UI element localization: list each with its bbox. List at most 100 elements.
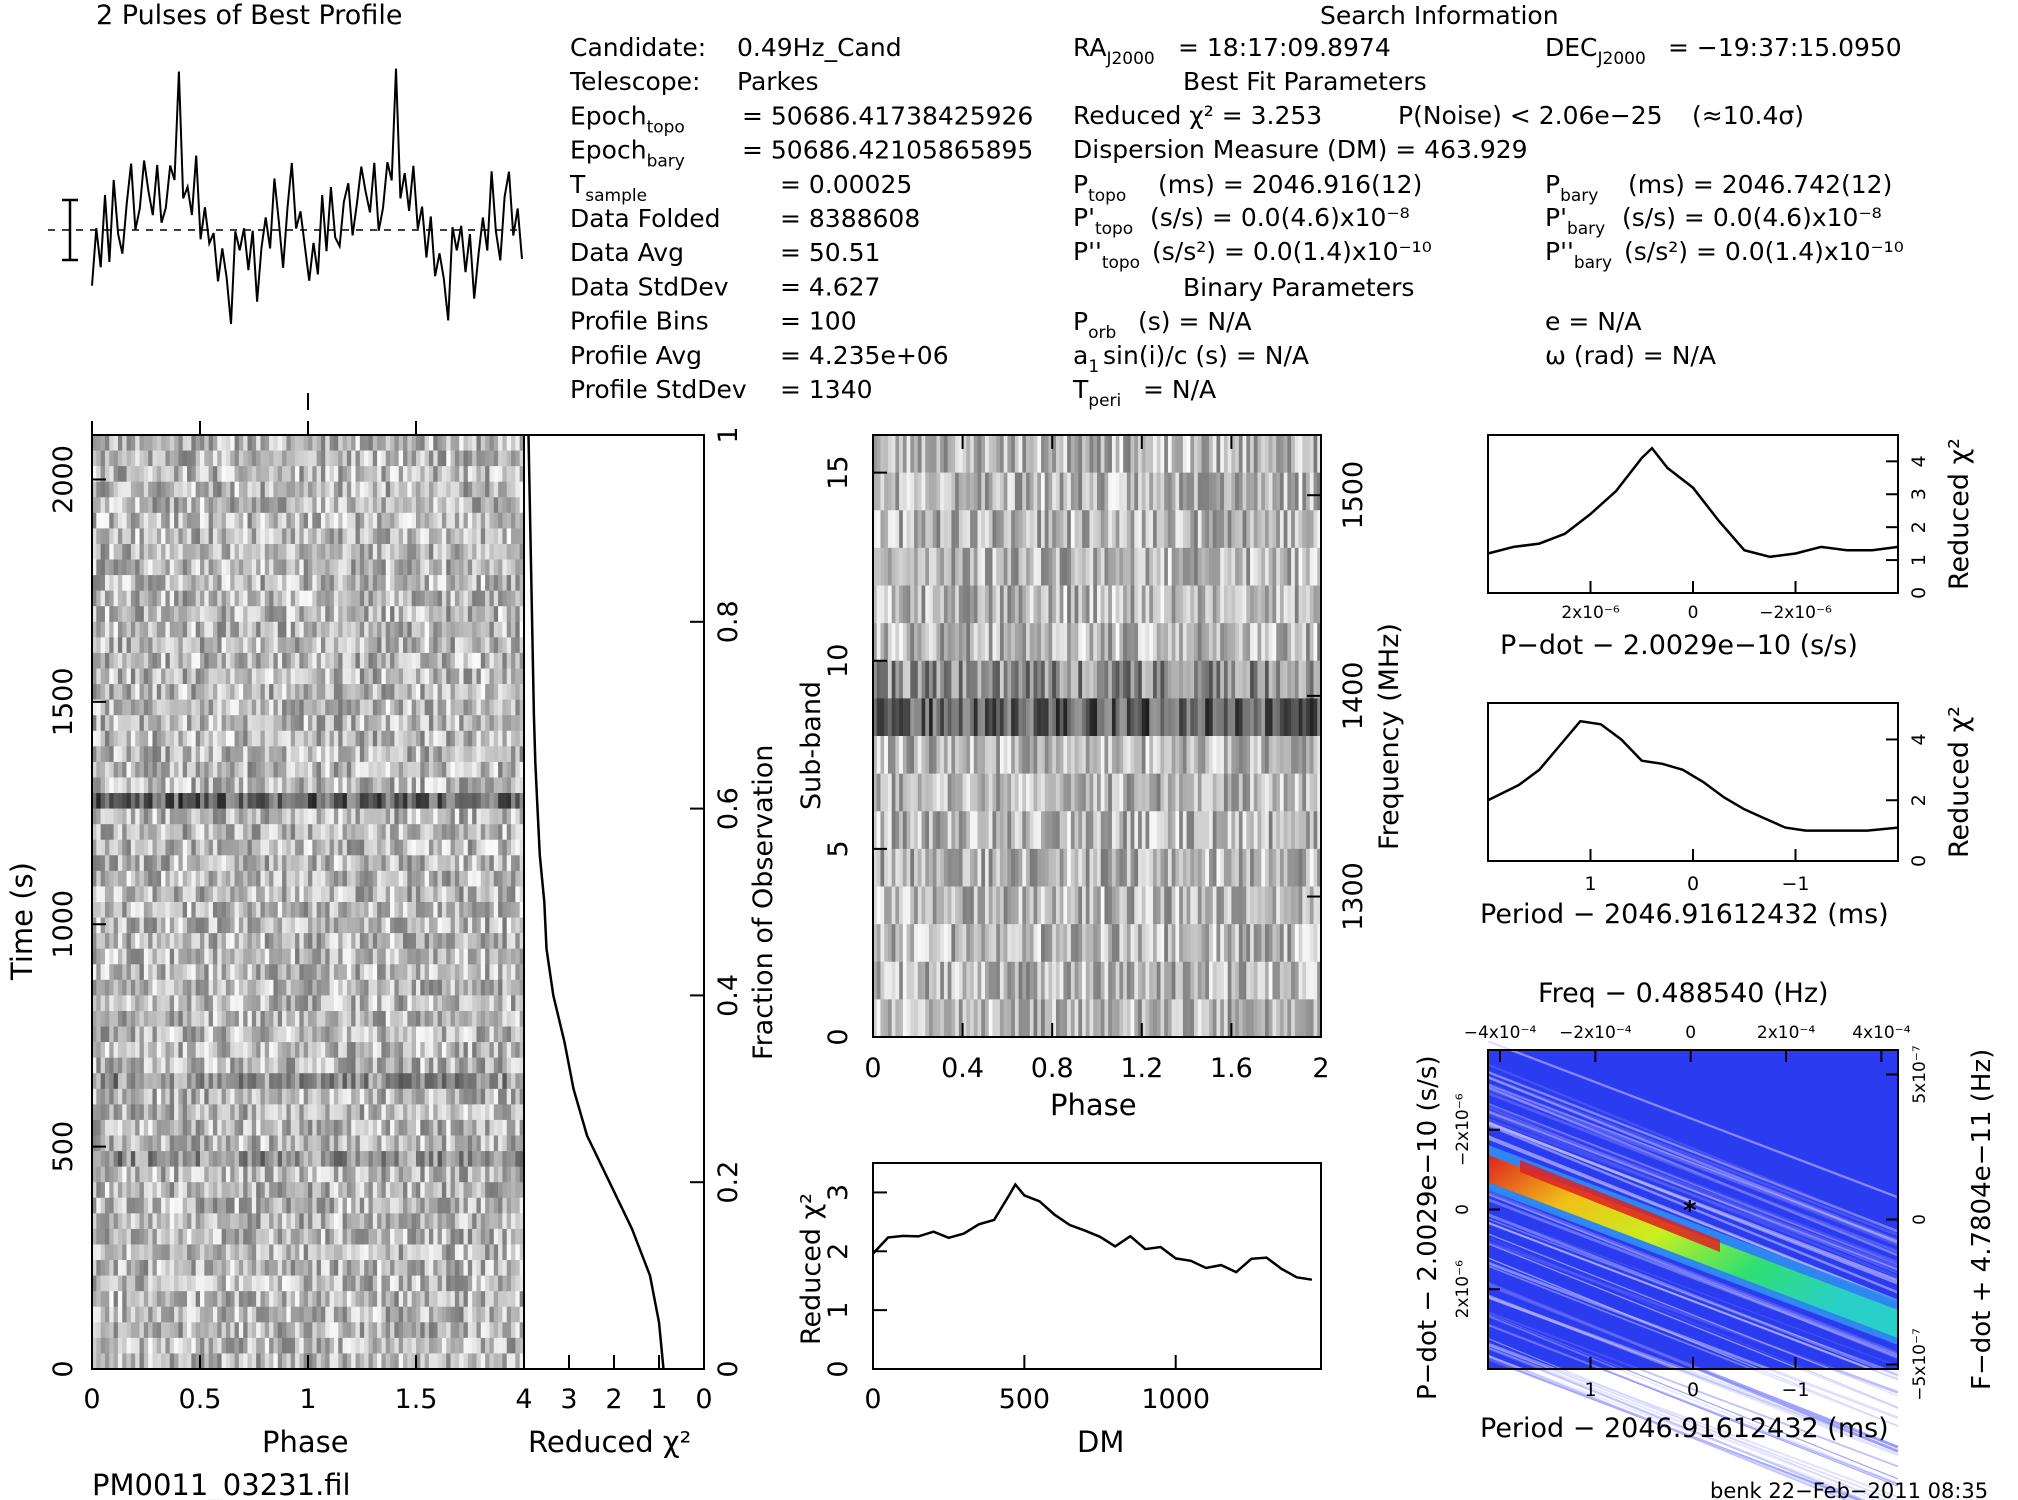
image-cell xyxy=(187,435,192,451)
image-cell xyxy=(221,543,227,560)
image-cell xyxy=(407,528,412,545)
image-cell xyxy=(385,575,391,591)
image-cell xyxy=(143,1151,149,1167)
image-cell xyxy=(308,979,313,996)
image-cell xyxy=(420,948,425,965)
image-cell xyxy=(221,730,227,747)
image-cell xyxy=(519,839,525,856)
image-cell xyxy=(467,652,473,669)
image-cell xyxy=(135,481,140,498)
image-cell xyxy=(476,590,482,607)
image-cell xyxy=(359,886,365,903)
image-cell xyxy=(359,715,365,732)
image-cell xyxy=(122,1057,127,1074)
image-cell xyxy=(463,1073,469,1090)
image-cell xyxy=(282,761,287,778)
image-cell xyxy=(454,466,460,482)
image-cell xyxy=(148,824,153,841)
pdot-bary-label: P'bary xyxy=(1545,203,1605,239)
image-cell xyxy=(264,637,270,654)
image-cell xyxy=(467,761,473,778)
image-cell xyxy=(161,1135,166,1152)
image-cell xyxy=(182,590,188,607)
image-cell xyxy=(385,715,391,732)
image-cell xyxy=(515,590,520,607)
p-bary-label: Pbary xyxy=(1545,170,1598,206)
image-cell xyxy=(437,1026,443,1043)
image-cell xyxy=(139,699,145,716)
image-cell xyxy=(450,435,456,451)
image-cell xyxy=(290,793,296,809)
image-cell xyxy=(511,1119,516,1136)
image-cell xyxy=(113,543,119,560)
image-cell xyxy=(277,1073,283,1090)
image-cell xyxy=(515,715,520,732)
image-cell xyxy=(260,870,266,887)
image-cell xyxy=(208,1104,214,1121)
image-cell xyxy=(441,746,447,763)
image-cell xyxy=(329,824,335,841)
image-cell xyxy=(238,870,244,887)
image-cell xyxy=(208,575,214,591)
image-cell xyxy=(152,699,158,716)
image-cell xyxy=(407,1182,412,1199)
image-cell xyxy=(269,1135,274,1152)
image-cell xyxy=(428,746,434,763)
image-cell xyxy=(148,621,153,638)
image-cell xyxy=(273,855,279,872)
image-cell xyxy=(234,1010,240,1027)
image-cell xyxy=(221,1010,227,1027)
image-cell xyxy=(277,933,283,949)
image-cell xyxy=(480,917,486,934)
image-cell xyxy=(489,637,495,654)
image-cell xyxy=(117,575,123,591)
image-cell xyxy=(519,699,525,716)
image-cell xyxy=(238,1073,244,1090)
image-cell xyxy=(195,1010,201,1027)
image-cell xyxy=(394,855,400,872)
image-cell xyxy=(117,808,123,825)
image-cell xyxy=(454,699,460,716)
image-cell xyxy=(247,824,253,841)
image-cell xyxy=(333,637,339,654)
image-cell xyxy=(342,1166,348,1183)
image-cell xyxy=(489,995,495,1012)
image-cell xyxy=(286,730,292,747)
image-cell xyxy=(100,466,106,482)
image-cell xyxy=(342,730,348,747)
image-cell xyxy=(364,1151,369,1167)
image-cell xyxy=(104,1119,110,1136)
image-cell xyxy=(459,512,464,529)
image-cell xyxy=(450,1057,456,1074)
image-cell xyxy=(104,995,110,1012)
image-cell xyxy=(238,1088,244,1105)
image-cell xyxy=(390,512,395,529)
image-cell xyxy=(96,1073,101,1090)
image-cell xyxy=(359,606,365,623)
image-cell xyxy=(113,855,119,872)
image-cell xyxy=(104,512,110,529)
image-cell xyxy=(200,1073,205,1090)
image-cell xyxy=(182,933,188,949)
image-cell xyxy=(463,590,469,607)
image-cell xyxy=(174,1026,179,1043)
image-cell xyxy=(394,1088,400,1105)
image-cell xyxy=(109,559,114,576)
image-cell xyxy=(459,528,464,545)
image-cell xyxy=(377,497,382,514)
image-cell xyxy=(303,668,309,685)
image-cell xyxy=(217,746,222,763)
image-cell xyxy=(454,528,460,545)
image-cell xyxy=(398,1119,404,1136)
image-cell xyxy=(446,1135,451,1152)
image-cell xyxy=(174,808,179,825)
image-cell xyxy=(92,528,97,545)
image-cell xyxy=(502,528,508,545)
image-cell xyxy=(385,1135,391,1152)
image-cell xyxy=(225,1166,231,1183)
image-cell xyxy=(390,1073,395,1090)
image-cell xyxy=(368,668,374,685)
image-cell xyxy=(398,839,404,856)
image-cell xyxy=(476,1104,482,1121)
image-cell xyxy=(290,606,296,623)
